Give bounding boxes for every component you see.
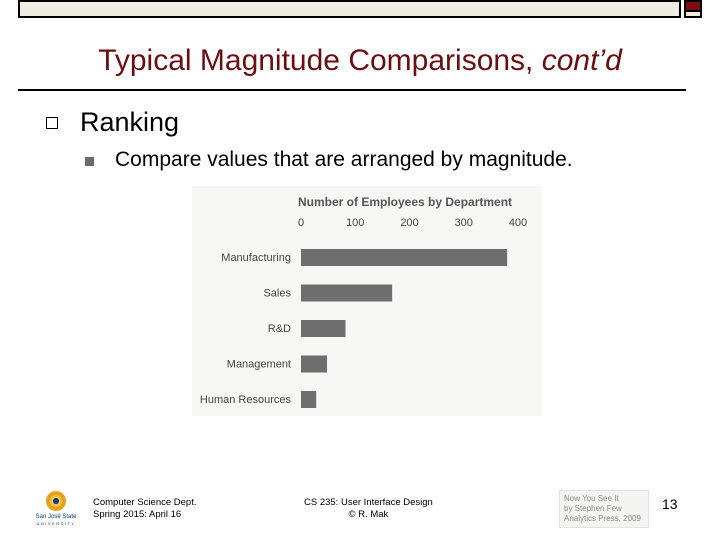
page-number: 13 [662, 496, 678, 512]
credit-book-title: Now You See It [564, 494, 619, 503]
category-label: Management [227, 359, 291, 371]
category-label: Manufacturing [221, 252, 291, 264]
footer-course-info: Computer Science Dept. Spring 2015: Apri… [93, 497, 197, 521]
bar [301, 391, 317, 408]
footer-dept: Computer Science Dept. [93, 497, 197, 508]
slide-title-italic: cont’d [541, 44, 622, 77]
bar [301, 284, 393, 302]
top-decor-corner-inner [684, 10, 702, 18]
logo-text-line2: UNIVERSITY [36, 521, 75, 526]
employees-bar-chart: Number of Employees by Department 0 100 20… [192, 186, 542, 416]
top-decor-bar [18, 0, 681, 18]
footer-course-name: CS 235: User Interface Design [304, 497, 433, 508]
title-divider [18, 89, 686, 91]
bullet-compare-values: Compare values that are arranged by magn… [115, 148, 573, 171]
filled-square-bullet-icon [85, 157, 94, 166]
university-logo-icon: San José State UNIVERSITY [36, 491, 77, 526]
slide-title: Typical Magnitude Comparisons, cont’d [0, 44, 720, 78]
category-label: R&D [268, 323, 291, 335]
slide-title-main: Typical Magnitude Comparisons, [98, 44, 542, 77]
x-tick-label: 0 [298, 217, 304, 229]
image-credit: Now You See It by Stephen Few Analytics … [559, 490, 649, 528]
chart-bars: Manufacturing Sales R&D Management Human Res… [200, 249, 508, 408]
footer-date: Spring 2015: April 16 [93, 509, 182, 520]
x-axis-ticks: 0 100 200 300 400 [298, 217, 527, 229]
footer-author: © R. Mak [348, 509, 389, 520]
credit-author: by Stephen Few [564, 504, 622, 513]
logo-text-line1: San José State [36, 514, 77, 520]
credit-publisher: Analytics Press, 2009 [564, 514, 641, 523]
x-tick-label: 100 [346, 217, 364, 229]
footer-course-title: CS 235: User Interface Design © R. Mak [304, 497, 433, 521]
x-tick-label: 400 [509, 217, 527, 229]
chart-title: Number of Employees by Department [298, 195, 512, 209]
category-label: Human Resources [200, 394, 292, 406]
category-label: Sales [263, 288, 291, 300]
bar [301, 249, 508, 266]
hollow-square-bullet-icon [46, 117, 58, 129]
x-tick-label: 200 [400, 217, 418, 229]
x-tick-label: 300 [455, 217, 473, 229]
bar [301, 320, 346, 337]
bar [301, 355, 328, 373]
bullet-ranking: Ranking [80, 107, 180, 137]
